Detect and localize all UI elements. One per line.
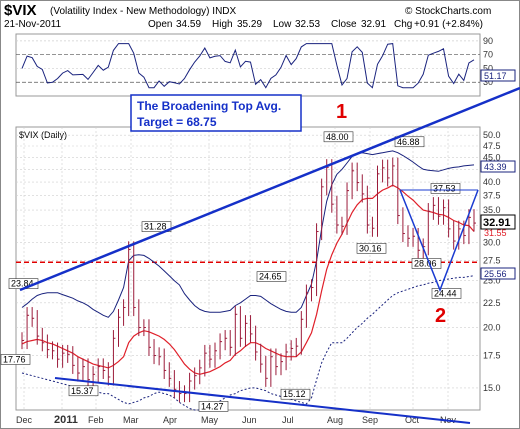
y-tick-label: 15.0 xyxy=(483,383,501,393)
price-label: 30.16 xyxy=(359,243,382,253)
chg-label: Chg xyxy=(394,19,412,30)
rsi-last-tag: 51.17 xyxy=(484,71,507,81)
x-tick-label: Dec xyxy=(16,415,33,425)
price-label: 31.28 xyxy=(144,222,167,232)
price-label-box xyxy=(280,388,311,400)
y-tick-label: 20.0 xyxy=(483,323,501,333)
x-tick-label: May xyxy=(201,415,219,425)
price-label: 24.65 xyxy=(259,272,282,282)
main-panel: $VIX (Daily) 50.047.545.042.540.037.535.… xyxy=(0,86,520,426)
price-label-box xyxy=(430,183,461,194)
x-tick-label: 2011 xyxy=(54,414,78,426)
x-tick-label: Oct xyxy=(405,415,420,425)
y-tick-label: 30.0 xyxy=(483,237,501,247)
x-tick-label: Jul xyxy=(282,415,294,425)
price-label-box xyxy=(0,354,31,365)
price-label: 24.44 xyxy=(434,288,457,298)
rsi-tick-label: 70 xyxy=(483,50,493,60)
upper-band-line xyxy=(21,150,475,318)
wave-1-label: 1 xyxy=(336,101,347,123)
upper-trendline xyxy=(19,86,520,292)
y-tick-label: 45.0 xyxy=(483,152,501,162)
watermark: © StockCharts.com xyxy=(405,6,491,17)
price-label: 15.12 xyxy=(283,389,306,399)
upper-band-tag: 43.39 xyxy=(484,162,507,172)
y-tick-label: 47.5 xyxy=(483,141,501,151)
price-label-box xyxy=(198,401,229,412)
price-label-box xyxy=(394,136,425,148)
x-tick-label: Jun xyxy=(242,415,257,425)
x-tick-label: Feb xyxy=(88,415,104,425)
open-value: 34.59 xyxy=(176,19,201,30)
y-tick-label: 50.0 xyxy=(483,130,501,140)
y-tick-label: 37.5 xyxy=(483,191,501,201)
rsi-tick-label: 30 xyxy=(483,77,493,87)
price-label: 17.76 xyxy=(3,354,26,364)
symbol: $VIX xyxy=(4,2,37,19)
price-label-box xyxy=(323,131,354,143)
index-name: (Volatility Index - New Methodology) IND… xyxy=(50,6,237,17)
y-tick-label: 25.0 xyxy=(483,276,501,286)
rsi-line xyxy=(21,43,475,89)
price-label-box xyxy=(411,258,442,269)
price-label-box xyxy=(431,288,462,299)
price-label-box xyxy=(256,271,287,282)
chg-value: +0.91 (+2.84%) xyxy=(414,19,483,30)
y-tick-label: 17.5 xyxy=(483,351,501,361)
price-label: 37.53 xyxy=(433,183,456,193)
y-tick-label: 40.0 xyxy=(483,177,501,187)
y-tick-label: 22.5 xyxy=(483,298,501,308)
price-label: 15.37 xyxy=(71,386,94,396)
low-label: Low xyxy=(273,19,292,30)
quote-date: 21-Nov-2011 xyxy=(4,19,62,30)
lower-band-tag: 25.56 xyxy=(484,269,507,279)
rsi-tick-label: 50 xyxy=(483,63,493,73)
rsi-tick-label: 90 xyxy=(483,36,493,46)
close-tag: 32.91 xyxy=(483,217,511,229)
price-label-box xyxy=(68,385,99,397)
right-tags: 43.39 32.91 31.55 25.56 51.17 xyxy=(480,69,516,280)
y-tick-label: 27.5 xyxy=(483,256,501,266)
main-panel-label: $VIX (Daily) xyxy=(19,130,67,140)
low-value: 32.53 xyxy=(295,19,320,30)
callout-line1: The Broadening Top Avg. xyxy=(137,99,281,113)
x-tick-label: Aug xyxy=(327,415,343,425)
x-tick-label: Sep xyxy=(362,415,378,425)
wedge-lower-lines xyxy=(399,189,479,293)
rsi-panel: 90 70 50 30 xyxy=(15,33,493,97)
open-label: Open xyxy=(148,19,172,30)
wave-2-label: 2 xyxy=(435,305,446,327)
ma-tag: 31.55 xyxy=(484,228,507,238)
callout-line2: Target = 68.75 xyxy=(137,115,217,129)
close-value: 32.91 xyxy=(361,19,386,30)
high-value: 35.29 xyxy=(237,19,262,30)
callout-box: The Broadening Top Avg. Target = 68.75 xyxy=(130,94,302,132)
price-label: 48.00 xyxy=(326,132,349,142)
lower-trendline xyxy=(54,377,471,424)
price-label: 23.84 xyxy=(11,279,34,289)
x-tick-label: Apr xyxy=(163,415,177,425)
high-label: High xyxy=(212,19,233,30)
x-tick-label: Mar xyxy=(123,415,139,425)
price-label: 28.06 xyxy=(414,258,437,268)
y-tick-label: 35.0 xyxy=(483,205,501,215)
close-label: Close xyxy=(331,19,357,30)
moving-average-line xyxy=(21,184,475,375)
price-label-box xyxy=(356,243,387,254)
price-label: 46.88 xyxy=(397,137,420,147)
price-label: 14.27 xyxy=(201,401,224,411)
price-label-box xyxy=(141,221,172,232)
